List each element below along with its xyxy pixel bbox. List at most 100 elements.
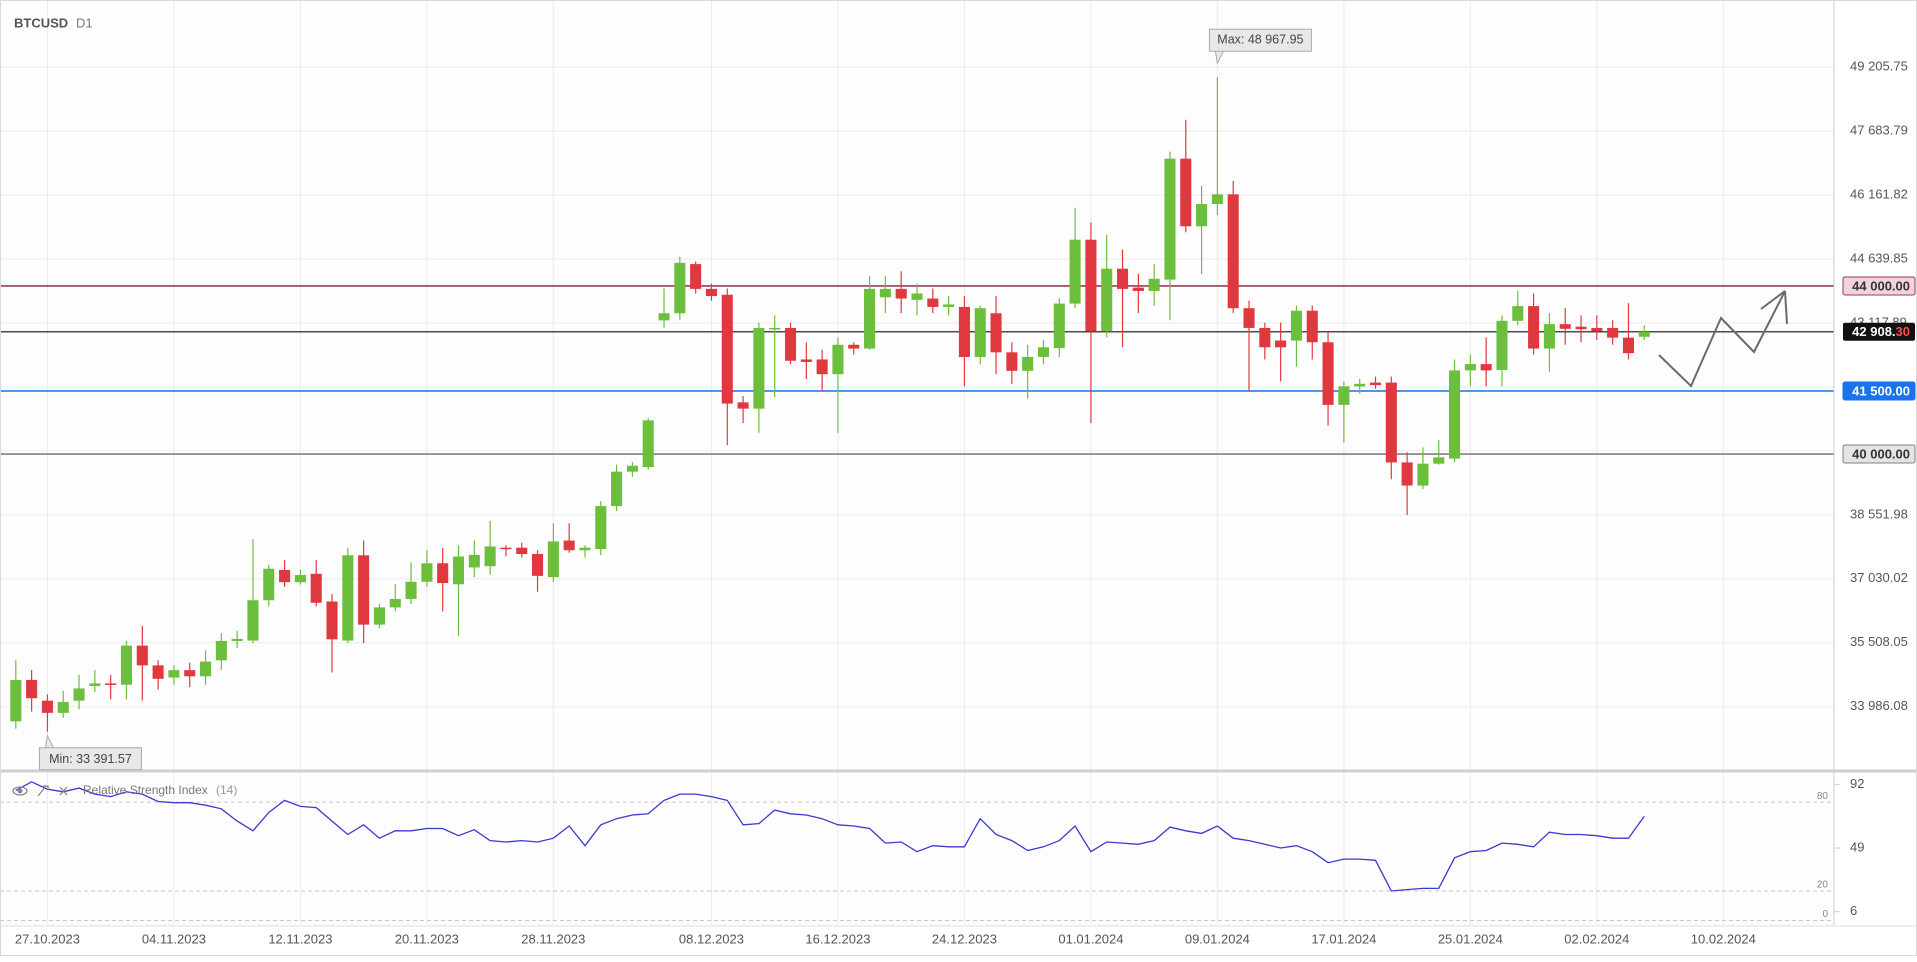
candle-body [547, 541, 559, 578]
candle-body [1290, 310, 1302, 341]
candle-body [1243, 308, 1255, 328]
candle-body [105, 683, 117, 685]
candle-body [294, 575, 306, 583]
candle-body [958, 306, 970, 357]
candle-body [895, 288, 907, 299]
candle-body [1306, 310, 1318, 343]
candle-body [10, 679, 22, 722]
timeframe: D1 [76, 15, 93, 30]
candle-body [500, 547, 512, 550]
candle-body [1433, 457, 1445, 464]
x-tick-label: 08.12.2023 [679, 931, 744, 946]
y-tick-label: 35 508.05 [1850, 634, 1908, 649]
candle-body [1543, 324, 1555, 349]
candle-body [1401, 462, 1413, 486]
candle-body [1006, 352, 1018, 371]
price-tag [1842, 381, 1916, 401]
candle-body [152, 665, 164, 679]
candle-body [184, 670, 196, 677]
x-tick-label: 24.12.2023 [932, 931, 997, 946]
candle-body [974, 308, 986, 357]
price-tag-label: 40 000.00 [1852, 446, 1910, 461]
candle-body [1622, 337, 1634, 354]
candle-body [1053, 303, 1065, 349]
candle-body [579, 547, 591, 551]
candle-body [1575, 326, 1587, 330]
candle-body [626, 465, 638, 472]
y-tick-label: 46 161.82 [1850, 187, 1908, 202]
y-tick-label: 49 205.75 [1850, 59, 1908, 74]
main-panel [0, 0, 1834, 770]
candle-body [532, 554, 544, 576]
candle-body [658, 313, 670, 321]
candle-body [784, 327, 797, 361]
candle-body [1464, 364, 1476, 371]
max-callout [1208, 28, 1312, 65]
candle-body [41, 700, 53, 713]
candle-body [1338, 386, 1350, 405]
candle-body [231, 638, 243, 642]
level-label: 0 [1822, 909, 1828, 920]
y-tick-label: 92 [1850, 776, 1864, 791]
candle-body [484, 546, 496, 567]
x-tick-label: 16.12.2023 [805, 931, 870, 946]
candle-body [611, 471, 623, 507]
candle-body [1559, 324, 1571, 329]
price-tag [1843, 322, 1915, 341]
rsi-line [15, 781, 1645, 892]
x-tick-label: 27.10.2023 [15, 931, 80, 946]
candle-body [89, 683, 101, 686]
min-callout [38, 734, 142, 771]
candle-body [753, 327, 765, 409]
candle-body [358, 555, 370, 625]
candle-body [642, 420, 654, 468]
candle-body [516, 547, 528, 555]
candle-body [1132, 287, 1144, 291]
candle-body [1164, 158, 1176, 280]
candle-body [1211, 194, 1223, 205]
candle-body [1480, 364, 1492, 371]
candle-body [389, 598, 401, 608]
candle-body [200, 661, 212, 677]
candle-body [26, 679, 38, 699]
candle-body [215, 641, 227, 661]
candle-body [690, 264, 702, 289]
candle-body [1607, 327, 1619, 338]
x-tick-label: 02.02.2024 [1564, 931, 1629, 946]
candle-body [1022, 356, 1034, 371]
candle-body [405, 581, 417, 599]
y-tick-label: 33 986.08 [1850, 698, 1908, 713]
candle-body [468, 554, 480, 568]
candle-body [927, 298, 939, 307]
candle-body [879, 288, 891, 298]
candle-body [595, 506, 607, 549]
candle-body [310, 573, 322, 603]
y-tick-label: 38 551.98 [1850, 506, 1908, 521]
candle-body [1354, 383, 1366, 387]
candle-body [563, 540, 575, 551]
candle-body [1101, 268, 1113, 332]
x-tick-label: 10.02.2024 [1691, 931, 1756, 946]
x-tick-label: 17.01.2024 [1311, 931, 1376, 946]
min-label: Min: 33 391.57 [49, 752, 132, 766]
candle-body [1117, 268, 1129, 289]
candle-body [1512, 306, 1524, 321]
candle-body [73, 688, 85, 701]
y-tick-label: 49 [1850, 839, 1864, 854]
price-tag [1842, 444, 1916, 464]
y-tick-label: 6 [1850, 903, 1857, 918]
candle-body [864, 288, 876, 349]
candle-body [1275, 340, 1287, 348]
last-price-label: 42 908.30 [1852, 324, 1910, 339]
rsi-controls[interactable] [12, 785, 68, 797]
candle-body [674, 262, 686, 314]
candle-body [452, 556, 465, 585]
candle-body [168, 670, 180, 678]
max-label: Max: 48 967.95 [1217, 32, 1303, 46]
candle-body [437, 563, 449, 584]
candle-body [1528, 306, 1540, 349]
candle-body [1638, 331, 1650, 337]
x-tick-label: 28.11.2023 [521, 931, 585, 946]
candle-body [816, 359, 828, 375]
x-tick-label: 04.11.2023 [142, 931, 206, 946]
